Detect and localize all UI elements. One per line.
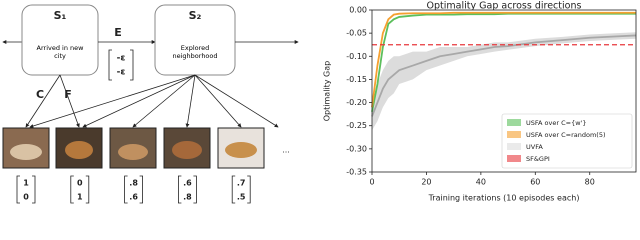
y-tick-label: -0.05 <box>346 29 367 38</box>
vector-entry: .8 <box>129 179 138 188</box>
fan-label: F <box>64 88 72 101</box>
fan-label: C <box>36 88 44 101</box>
fan-lines <box>25 74 279 128</box>
bracket <box>108 49 134 81</box>
state-caption-box: Arrived in new city <box>36 44 84 60</box>
edge-vector: -ε <box>117 54 126 64</box>
diagram: S₁ Arrived in new city E -ε -ε S₂ Explor… <box>2 4 299 204</box>
legend-swatch <box>507 131 521 138</box>
edge-vector: -ε <box>117 68 126 78</box>
edge-label: E <box>114 26 122 39</box>
chart: Optimality Gap across directions Trainin… <box>323 1 637 203</box>
bracket <box>70 175 90 204</box>
x-tick-label: 60 <box>530 178 540 187</box>
legend <box>501 113 633 169</box>
bracket <box>178 175 197 204</box>
state-caption: Explored neighborhood <box>172 44 218 60</box>
legend-label: UVFA <box>526 143 543 151</box>
state-label: S₂ <box>189 9 202 22</box>
vector-entry: 1 <box>23 179 29 188</box>
state-caption: Arrived in new city <box>36 44 84 60</box>
y-tick-label: -0.35 <box>346 168 367 177</box>
axes-frame <box>371 9 637 173</box>
legend-label: USFA over C=random(5) <box>526 131 606 139</box>
state-caption-box: Explored neighborhood <box>172 44 218 60</box>
vectors: 1 0 0 1 .8 .6 .6 .8 .7 .5 <box>16 175 251 204</box>
vector-entry: 1 <box>77 193 83 202</box>
legend-swatch <box>507 119 521 126</box>
figure: S₁ Arrived in new city E -ε -ε S₂ Explor… <box>2 1 637 204</box>
chart-title: Optimality Gap across directions <box>427 1 582 12</box>
y-tick-label: -0.15 <box>346 75 367 84</box>
bracket <box>16 175 36 204</box>
vector-entry: .6 <box>129 193 138 202</box>
bracket <box>124 175 143 204</box>
vector-entry: .8 <box>183 193 192 202</box>
vector-entry: .7 <box>237 179 246 188</box>
images <box>2 127 265 169</box>
y-tick-label: -0.20 <box>346 98 367 107</box>
legend-swatch <box>507 155 521 162</box>
series-line <box>371 34 637 117</box>
series-line <box>371 11 636 108</box>
vector-entry: 0 <box>77 179 83 188</box>
vector-entry: .6 <box>183 179 192 188</box>
legend-label: USFA over C={w'} <box>526 119 586 127</box>
vector-entry: .5 <box>237 193 246 202</box>
x-axis-label: Training iterations (10 episodes each) <box>428 194 580 203</box>
state-label: S₁ <box>54 9 67 22</box>
x-tick-label: 20 <box>421 178 431 187</box>
y-tick-label: -0.10 <box>346 52 367 61</box>
series-line <box>371 12 636 113</box>
legend-label: SF&GPI <box>526 155 550 163</box>
bracket <box>231 175 251 204</box>
x-tick-label: 40 <box>476 178 486 187</box>
y-axis-label: Optimality Gap <box>323 61 332 121</box>
legend-swatch <box>507 143 521 150</box>
vector-entry: 0 <box>23 193 29 202</box>
x-tick-label: 80 <box>585 178 595 187</box>
y-tick-label: -0.25 <box>346 121 367 130</box>
y-tick-label: 0.00 <box>349 6 367 15</box>
x-tick-label: 0 <box>369 178 374 187</box>
y-tick-label: -0.30 <box>346 144 367 153</box>
ellipsis: ... <box>282 146 290 155</box>
